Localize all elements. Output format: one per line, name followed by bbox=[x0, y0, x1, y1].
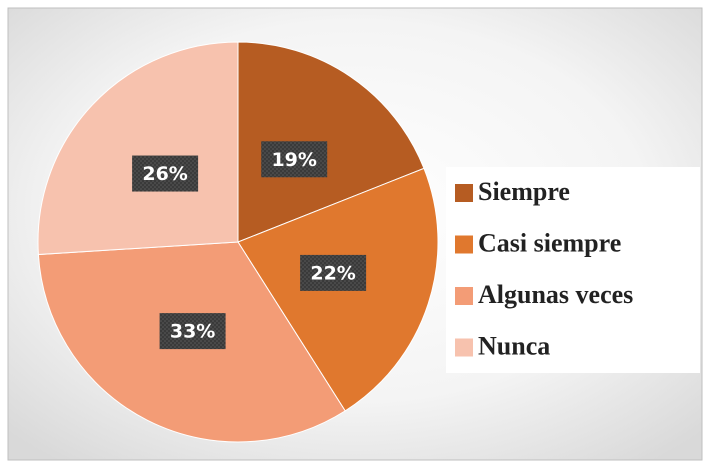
data-label: 33% bbox=[170, 321, 215, 343]
legend-swatch bbox=[455, 235, 473, 254]
data-label: 22% bbox=[310, 262, 355, 284]
legend-label: Nunca bbox=[478, 331, 550, 360]
pie-slice bbox=[237, 41, 425, 243]
data-label: 19% bbox=[271, 149, 316, 171]
legend-box bbox=[446, 167, 700, 373]
legend-swatch bbox=[455, 184, 473, 202]
data-label-box bbox=[159, 313, 226, 350]
data-label-box bbox=[132, 155, 199, 192]
legend-label: Algunas veces bbox=[478, 280, 633, 309]
legend-label: Casi siempre bbox=[478, 228, 621, 257]
data-label-box bbox=[300, 254, 367, 291]
legend-label: Siempre bbox=[478, 177, 570, 206]
legend-swatch bbox=[455, 338, 473, 357]
pie-slice bbox=[37, 41, 239, 256]
data-label-box bbox=[261, 141, 328, 178]
data-label: 26% bbox=[142, 163, 187, 185]
legend-swatch bbox=[455, 287, 473, 305]
